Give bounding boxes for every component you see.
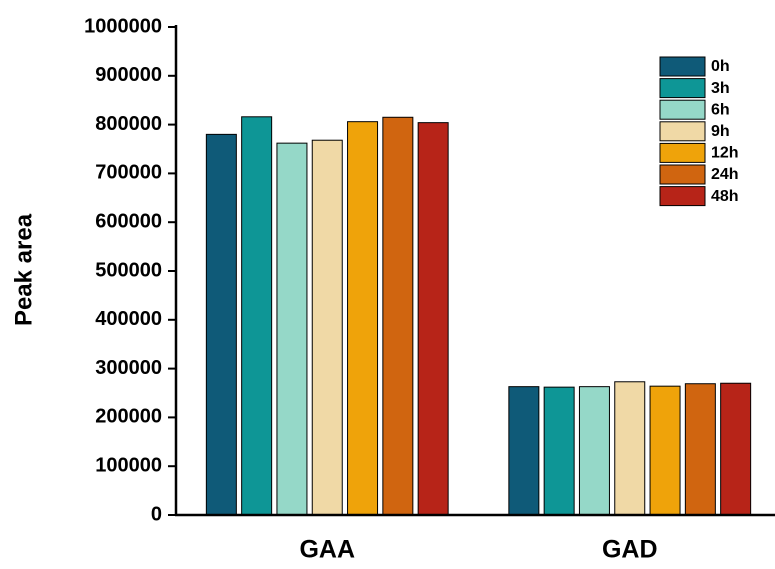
legend-swatch: [659, 142, 706, 163]
legend-swatch: [659, 121, 706, 142]
legend-label: 9h: [711, 123, 730, 140]
bar: [276, 142, 308, 516]
legend-label: 3h: [711, 80, 730, 97]
x-tick-label: GAD: [602, 536, 658, 564]
legend-label: 24h: [711, 166, 739, 183]
y-tick-label: 500000: [95, 259, 162, 281]
bar: [241, 116, 273, 516]
y-tick-label: 600000: [95, 210, 162, 232]
legend-swatch: [659, 186, 706, 207]
bar: [508, 386, 540, 516]
bar: [684, 383, 716, 516]
legend-swatch: [659, 56, 706, 77]
y-tick-label: 0: [151, 503, 162, 525]
legend-label: 48h: [711, 188, 739, 205]
bar: [311, 139, 343, 516]
legend-label: 0h: [711, 58, 730, 75]
x-tick-label: GAA: [299, 536, 355, 564]
y-tick-label: 1000000: [84, 15, 162, 37]
bar: [417, 122, 449, 516]
y-tick-label: 100000: [95, 454, 162, 476]
bar: [543, 386, 575, 516]
legend-swatch: [659, 99, 706, 120]
y-tick-label: 900000: [95, 64, 162, 86]
bar: [649, 385, 681, 516]
bar: [382, 116, 414, 516]
y-tick-label: 200000: [95, 406, 162, 428]
legend-swatch: [659, 164, 706, 185]
y-tick-label: 300000: [95, 357, 162, 379]
legend-label: 12h: [711, 145, 739, 162]
legend-swatch: [659, 78, 706, 99]
y-tick-label: 800000: [95, 113, 162, 135]
y-tick-label: 700000: [95, 162, 162, 184]
bar: [205, 133, 237, 516]
bar: [347, 121, 379, 516]
legend-label: 6h: [711, 101, 730, 118]
bar: [578, 386, 610, 516]
y-axis-label: Peak area: [10, 213, 37, 326]
y-tick-label: 400000: [95, 308, 162, 330]
bar: [614, 381, 646, 516]
bar: [720, 382, 752, 516]
